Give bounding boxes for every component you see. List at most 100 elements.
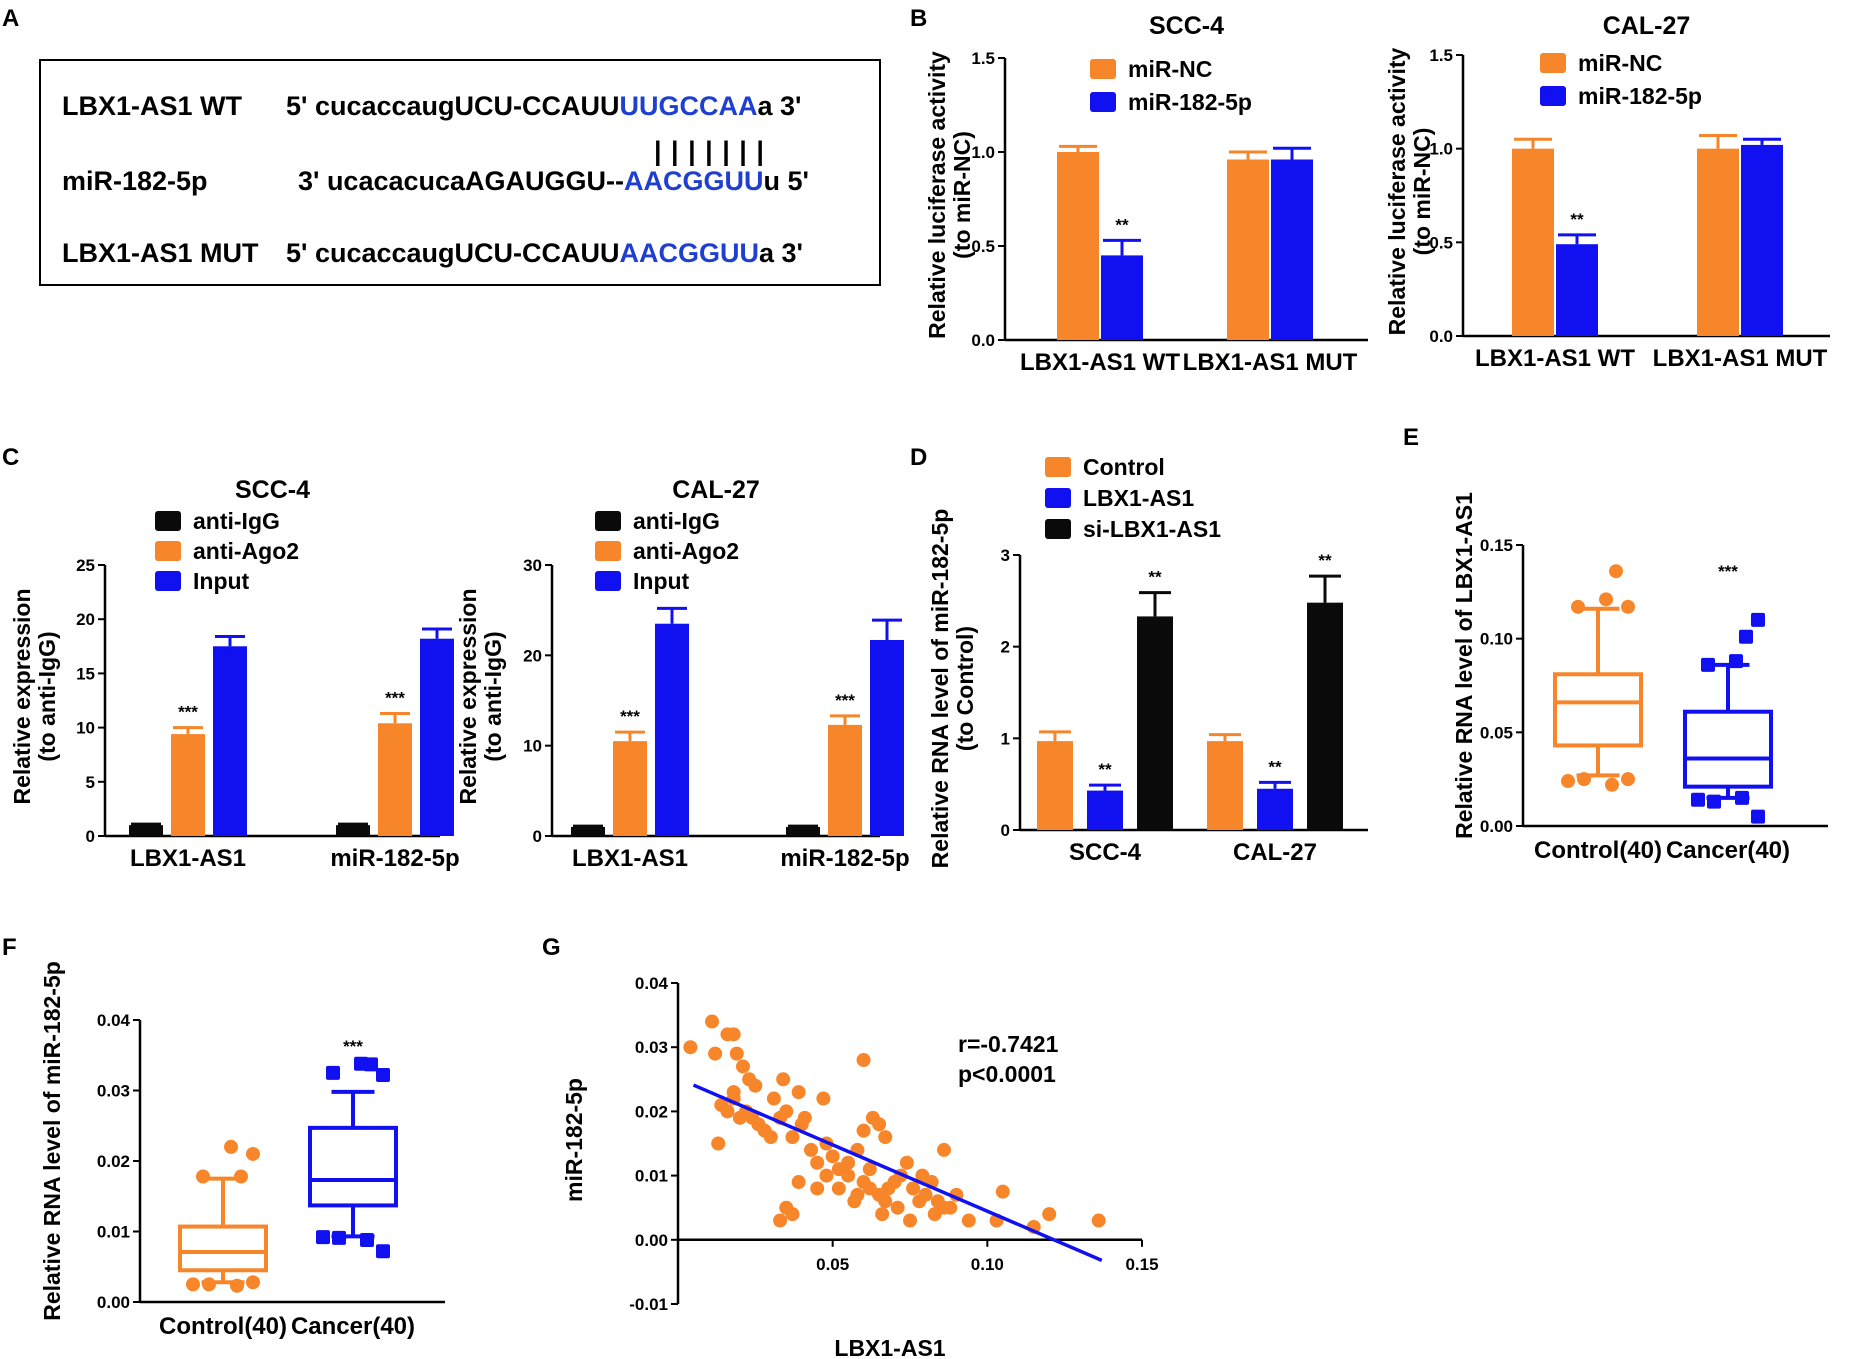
bar: [1512, 148, 1554, 336]
x-category-label: SCC-4: [1069, 839, 1142, 866]
y-tick-label: 1.0: [1429, 140, 1453, 159]
seq-label-mir: miR-182-5p: [62, 166, 208, 196]
chart-g: -0.01 0.00 0.01 0.02 0.03 0.04 0.05 0.10 0.15 r=-…: [561, 974, 1159, 1359]
scatter-point: [708, 1046, 723, 1061]
y-axis-label: (to anti-IgG): [34, 631, 60, 761]
bar: [1556, 244, 1598, 336]
significance-label: ***: [178, 703, 198, 722]
y-axis-label: (to miR-NC): [949, 131, 975, 259]
x-tick-label: 0.05: [816, 1255, 849, 1274]
bar: [828, 724, 862, 836]
outlier-point: [326, 1065, 340, 1080]
x-category-label: Control(40): [159, 1313, 287, 1340]
bar: [655, 623, 689, 836]
y-tick-label: 20: [523, 646, 542, 665]
scatter-point: [906, 1181, 921, 1196]
bar: [1257, 788, 1293, 830]
legend-swatch: [1090, 92, 1116, 112]
y-tick-label: 0: [86, 827, 95, 846]
significance-label: ***: [1718, 562, 1738, 581]
panel-letter-f: F: [2, 934, 17, 961]
legend-label: miR-182-5p: [1578, 83, 1702, 109]
y-tick-label: 2: [1001, 638, 1010, 657]
significance-label: ***: [385, 689, 405, 708]
y-tick-label: 0.02: [635, 1102, 668, 1121]
outlier-point: [332, 1230, 346, 1245]
bar: [378, 723, 412, 836]
legend-label: anti-Ago2: [193, 538, 299, 564]
legend-swatch: [155, 571, 181, 591]
y-tick-label: 0.04: [97, 1011, 131, 1030]
outlier-point: [316, 1230, 330, 1245]
scatter-point: [875, 1207, 890, 1222]
chart-c-scc4: 0 5 10 15 20 25 *** LBX1-AS1 *** miR-182-5p SCC-4 a…: [9, 476, 460, 872]
scatter-point: [791, 1085, 806, 1100]
scatter-point: [856, 1123, 871, 1138]
legend-swatch: [1540, 53, 1566, 73]
outlier-point: [246, 1146, 260, 1161]
outlier-point: [1735, 790, 1749, 805]
y-axis-label: Relative RNA level of miR-182-5p: [39, 961, 65, 1321]
outlier-point: [246, 1275, 260, 1290]
x-category-label: LBX1-AS1: [572, 845, 688, 872]
bar: [786, 826, 820, 836]
y-tick-label: 0.01: [97, 1223, 130, 1242]
x-category-label: LBX1-AS1 MUT: [1653, 345, 1828, 372]
y-tick-label: 0.5: [1429, 233, 1453, 252]
outlier-point: [1707, 794, 1721, 809]
outlier-point: [1691, 792, 1705, 807]
seq-mut-suffix: a 3': [759, 238, 803, 268]
legend-swatch: [1045, 457, 1071, 477]
outlier-point: [1605, 777, 1619, 792]
seq-mut-prefix: 5' cucaccaugUCU-CCAUU: [286, 238, 620, 268]
significance-label: **: [1318, 551, 1332, 570]
y-tick-label: 0.0: [971, 331, 995, 350]
scatter-point: [1091, 1213, 1106, 1228]
scatter-point: [937, 1142, 952, 1157]
outlier-point: [364, 1057, 378, 1072]
y-tick-label: 0.01: [635, 1167, 668, 1186]
scatter-point: [735, 1059, 750, 1074]
x-category-label: LBX1-AS1 MUT: [1183, 349, 1358, 376]
stat-r: r=-0.7421: [958, 1031, 1059, 1057]
legend-label: anti-IgG: [193, 508, 280, 534]
legend-swatch: [1045, 488, 1071, 508]
scatter-point: [872, 1117, 887, 1132]
scatter-point: [763, 1130, 778, 1145]
y-axis-label: Relative luciferase activity: [924, 51, 950, 339]
scatter-point: [927, 1207, 942, 1222]
box: [308, 1125, 398, 1208]
panel-letter-d: D: [910, 444, 927, 471]
y-axis-label: Relative expression: [455, 588, 481, 804]
outlier-point: [376, 1067, 390, 1082]
y-tick-label: 1.0: [971, 143, 995, 162]
box: [1553, 672, 1643, 748]
x-tick-label: 0.15: [1125, 1255, 1158, 1274]
y-tick-label: 0: [533, 827, 542, 846]
scatter-point: [797, 1110, 812, 1125]
x-category-label: LBX1-AS1 WT: [1475, 345, 1635, 372]
scatter-point: [819, 1168, 834, 1183]
chart-c-cal27: 0 10 20 30 *** LBX1-AS1 *** miR-182-5p CAL-27 ant…: [455, 476, 910, 872]
x-axis-label: LBX1-AS1: [834, 1335, 945, 1359]
significance-label: **: [1268, 757, 1282, 776]
scatter-point: [878, 1194, 893, 1209]
legend-label: miR-182-5p: [1128, 89, 1252, 115]
legend-swatch: [595, 541, 621, 561]
outlier-point: [1751, 809, 1765, 824]
scatter-point: [903, 1213, 917, 1228]
scatter-point: [776, 1072, 791, 1087]
y-tick-label: 20: [76, 610, 95, 629]
bar: [1207, 741, 1243, 830]
legend-swatch: [1045, 519, 1071, 539]
chart-title: SCC-4: [1149, 12, 1224, 40]
scatter-point: [810, 1155, 825, 1170]
panel-letter-e: E: [1403, 424, 1419, 451]
scatter-point: [748, 1078, 763, 1093]
seq-mir-suffix: u 5': [764, 166, 809, 196]
scatter-point: [943, 1200, 958, 1215]
bar: [1271, 159, 1313, 340]
scatter-point: [915, 1168, 930, 1183]
seq-label-wt: LBX1-AS1 WT: [62, 91, 243, 121]
